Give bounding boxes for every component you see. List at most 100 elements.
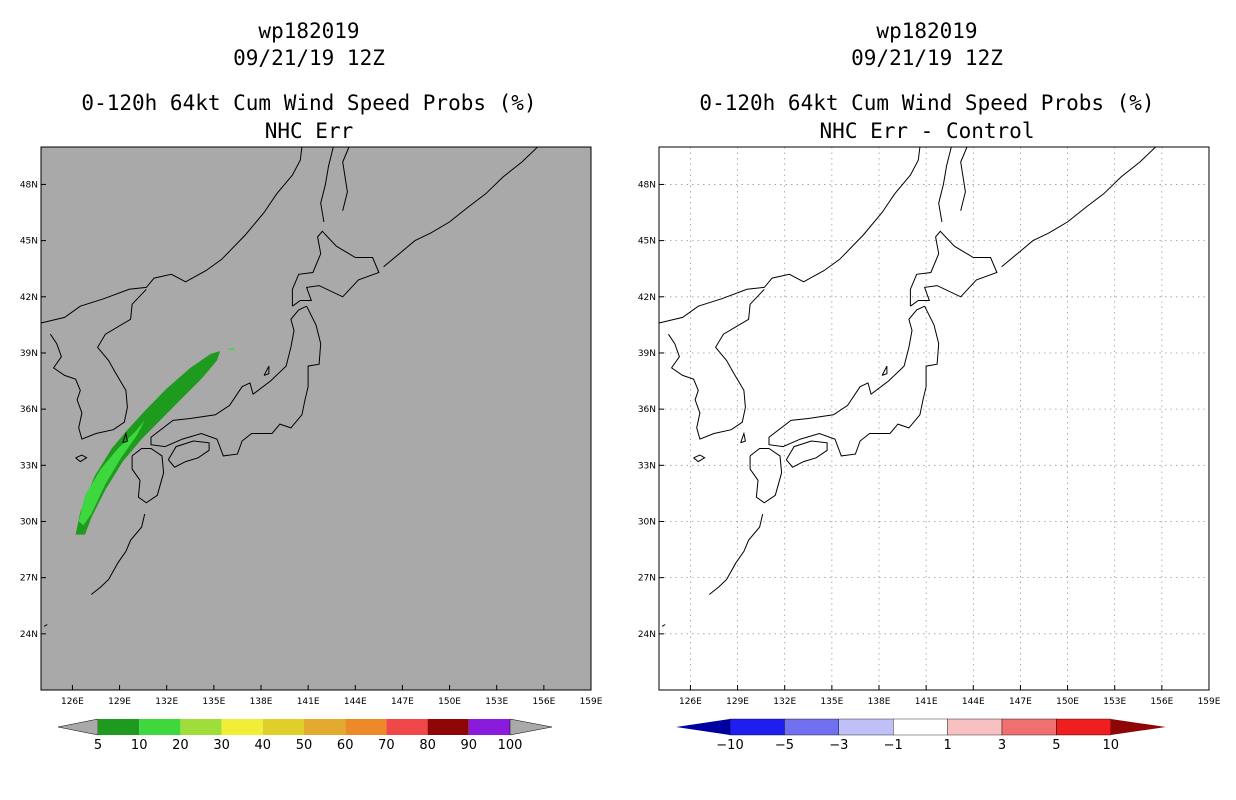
colorbar-swatch: [262, 719, 304, 735]
lon-tick-label: 135E: [202, 697, 225, 707]
lon-tick-label: 159E: [580, 697, 603, 707]
colorbar: −10 −5 −3 −1 1 3 5 10: [676, 718, 1166, 753]
coastline-tsushima: [122, 431, 128, 444]
coastline-kyushu: [131, 448, 165, 504]
colorbar-swatch: [304, 719, 346, 735]
coastline-sakhalin_e: [960, 146, 968, 211]
left-panel: wp182019 09/21/19 12Z 0-120h 64kt Cum Wi…: [20, 19, 603, 753]
lon-tick-label: 126E: [679, 697, 702, 707]
date-title: 09/21/19 12Z: [851, 46, 1003, 70]
map-frame-border: [40, 146, 592, 691]
lat-tick-label: 42N: [20, 293, 38, 303]
coastlines: [40, 146, 538, 627]
coastlines: [658, 146, 1156, 627]
colorbar-high-arrow: [1110, 719, 1166, 735]
colorbar-high-arrow: [509, 718, 553, 736]
colorbar-label: 70: [378, 738, 395, 753]
lon-tick-label: 141E: [915, 697, 938, 707]
coastline-hokkaido: [909, 230, 998, 307]
colorbar-swatch: [947, 718, 1003, 736]
lon-tick-label: 153E: [485, 697, 508, 707]
storm-id-title: wp182019: [876, 19, 978, 43]
product-title: 0-120h 64kt Cum Wind Speed Probs (%): [699, 91, 1155, 115]
coastline-korea: [667, 288, 765, 440]
right-map: 48N 45N 42N 39N 36N 33N 30N 27N 24N 126E 129E 132E 1…: [638, 146, 1221, 753]
lat-tick-label: 27N: [20, 574, 38, 584]
coastline-hokkaido: [291, 230, 380, 307]
colorbar-swatch: [345, 719, 387, 735]
gridlines: [659, 147, 1209, 690]
lon-tick-label: 150E: [1056, 697, 1079, 707]
colorbar-label: 10: [1103, 738, 1120, 753]
lon-tick-label: 144E: [344, 697, 367, 707]
colorbar-label: 1: [943, 738, 951, 753]
lon-tick-label: 129E: [726, 697, 749, 707]
lon-tick-label: 141E: [297, 697, 320, 707]
lat-tick-label: 24N: [20, 630, 38, 640]
coastline-sado: [881, 365, 888, 376]
colorbar-label: 60: [337, 738, 354, 753]
colorbar-swatch: [427, 719, 469, 735]
coastline-shikoku: [167, 440, 210, 468]
colorbar-swatch: [180, 719, 222, 735]
colorbar-label: 40: [255, 738, 272, 753]
lat-tick-label: 48N: [20, 180, 38, 190]
variant-title: NHC Err - Control: [819, 119, 1035, 143]
colorbar-label: 100: [498, 738, 523, 753]
coastline-sakhalin: [320, 146, 334, 222]
lon-tick-label: 132E: [155, 697, 178, 707]
colorbar-label: 5: [1052, 738, 1060, 753]
coastline-mainland: [658, 146, 921, 324]
colorbar-swatch: [221, 719, 263, 735]
colorbar-label: 50: [296, 738, 313, 753]
coastline-kyushu: [749, 448, 783, 504]
colorbar-low-arrow: [57, 718, 99, 736]
lat-tick-label: 36N: [638, 405, 656, 415]
left-map: 48N 45N 42N 39N 36N 33N 30N 27N 24N 126E 129E 132E 1…: [20, 146, 603, 753]
lon-tick-label: 156E: [532, 697, 555, 707]
coastline-sakhalin_e: [342, 146, 350, 211]
lon-tick-label: 153E: [1103, 697, 1126, 707]
colorbar-label: −5: [775, 738, 794, 753]
lon-tick-label: 147E: [1009, 697, 1032, 707]
lon-tick-label: 129E: [108, 697, 131, 707]
lat-tick-label: 33N: [638, 461, 656, 471]
lat-tick-label: 45N: [20, 237, 38, 247]
product-title: 0-120h 64kt Cum Wind Speed Probs (%): [81, 91, 537, 115]
colorbar-label: 80: [419, 738, 436, 753]
lon-tick-label: 138E: [250, 697, 273, 707]
lat-tick-label: 48N: [638, 180, 656, 190]
coastline-tsushima: [740, 431, 746, 444]
swath-5-10-percent: [75, 351, 221, 535]
lat-tick-label: 24N: [638, 630, 656, 640]
colorbar-label: 3: [998, 738, 1006, 753]
storm-id-title: wp182019: [258, 19, 360, 43]
colorbar-label: 10: [131, 738, 148, 753]
coastline-jeju: [75, 454, 88, 463]
lat-tick-label: 45N: [638, 237, 656, 247]
lon-tick-label: 156E: [1150, 697, 1173, 707]
coastline-ryukyu: [90, 513, 146, 595]
colorbar-label: −3: [829, 738, 848, 753]
lon-tick-label: 144E: [962, 697, 985, 707]
colorbar-swatch: [784, 718, 839, 736]
coastline-sado: [263, 365, 270, 376]
coastline-shikoku: [785, 440, 828, 468]
right-panel: wp182019 09/21/19 12Z 0-120h 64kt Cum Wi…: [618, 0, 1236, 800]
coastline-honshu: [150, 305, 322, 457]
map-frame-border: [658, 146, 1210, 691]
colorbar: 5 10 20 30 40 50 60 70 80 90 100: [57, 718, 553, 753]
colorbar-swatch: [1056, 718, 1111, 736]
lon-tick-label: 138E: [868, 697, 891, 707]
coastline-kurils: [383, 146, 538, 268]
colorbar-label: 30: [213, 738, 230, 753]
lon-tick-label: 150E: [438, 697, 461, 707]
lat-tick-label: 36N: [20, 405, 38, 415]
lat-tick-label: 30N: [20, 517, 38, 527]
lon-tick-label: 132E: [773, 697, 796, 707]
lat-tick-label: 30N: [638, 517, 656, 527]
swath-10-20-percent: [78, 420, 145, 526]
coastline-ryukyu: [708, 513, 764, 595]
lat-tick-label: 27N: [638, 574, 656, 584]
variant-title: NHC Err: [264, 119, 354, 143]
